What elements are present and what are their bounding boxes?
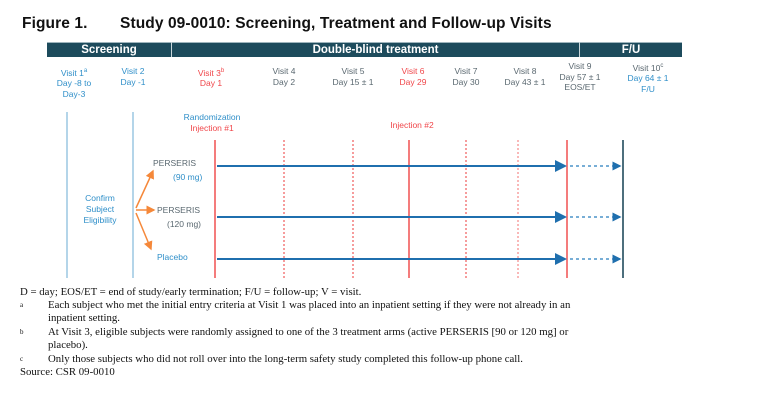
- phase-divider: [171, 42, 172, 57]
- figure-title: Figure 1. Study 09-0010: Screening, Treat…: [22, 15, 552, 33]
- phase-divider: [579, 42, 580, 57]
- visit-2-label: Visit 2 Day -1: [120, 66, 146, 87]
- footnote-b: b At Visit 3, eligible subjects were rand…: [20, 326, 569, 351]
- abbreviations-footnote: D = day; EOS/ET = end of study/early ter…: [20, 286, 362, 298]
- arm-perseris-90: PERSERIS (90 mg): [153, 158, 203, 182]
- visit-3-label: Visit 3b Day 1: [197, 67, 225, 89]
- phase-screening: Screening: [47, 42, 171, 57]
- phase-follow-up: F/U: [580, 42, 682, 57]
- visit-4-label: Visit 4 Day 2: [272, 66, 296, 87]
- footnote-c: c Only those subjects who did not roll ov…: [20, 353, 523, 365]
- injection-2-label: Injection #2: [390, 120, 434, 130]
- visit-1-label: Visit 1a Day -8 to Day-3: [56, 67, 92, 99]
- source-note: Source: CSR 09-0010: [20, 366, 115, 378]
- figure-title-text: Study 09-0010: Screening, Treatment and …: [120, 15, 552, 32]
- visit-7-label: Visit 7 Day 30: [452, 66, 480, 87]
- confirm-eligibility-label: Confirm Subject Eligibility: [83, 193, 117, 225]
- visit-8-label: Visit 8 Day 43 ± 1: [504, 66, 546, 87]
- visit-9-label: Visit 9 Day 57 ± 1 EOS/ET: [559, 61, 601, 92]
- figure-number: Figure 1.: [22, 15, 88, 32]
- footnote-a: a Each subject who met the initial entry …: [20, 299, 571, 324]
- arm-perseris-120: PERSERIS (120 mg): [157, 205, 202, 229]
- arm-placebo: Placebo: [157, 252, 188, 262]
- visit-6-label: Visit 6 Day 29: [399, 66, 427, 87]
- injection-1-label: Injection #1: [190, 123, 234, 133]
- phase-double-blind: Double-blind treatment: [172, 42, 579, 57]
- randomization-label: Randomization: [183, 112, 241, 122]
- visit-5-label: Visit 5 Day 15 ± 1: [332, 66, 374, 87]
- visit-10-label: Visit 10c Day 64 ± 1 F/U: [627, 62, 669, 94]
